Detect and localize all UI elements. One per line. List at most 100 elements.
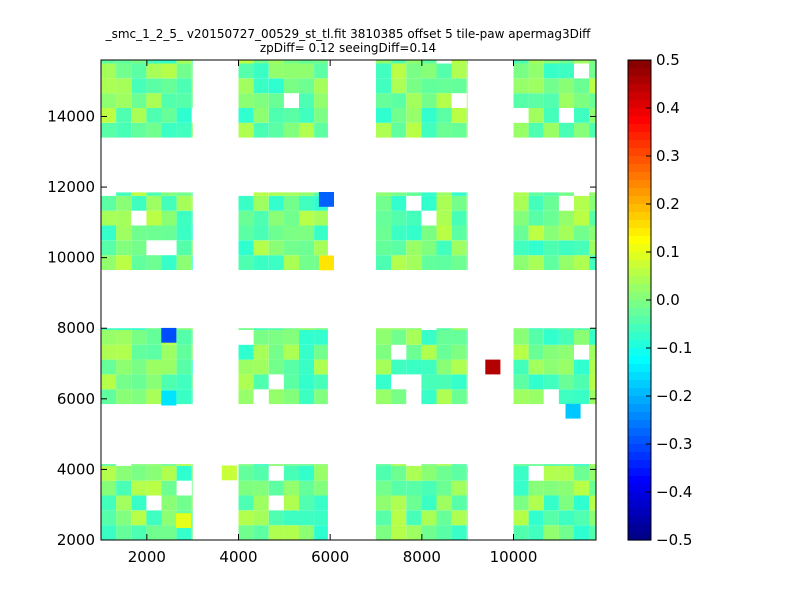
heatmap-cell — [589, 192, 596, 196]
heatmap-cell — [176, 344, 192, 360]
heatmap-cell — [238, 465, 254, 481]
colorbar-swatch — [628, 516, 651, 525]
heatmap-cell — [299, 78, 315, 94]
heatmap-cell — [253, 255, 269, 270]
heatmap-cell — [268, 330, 284, 345]
heatmap-cell — [101, 63, 117, 79]
heatmap-cell — [391, 328, 407, 330]
heatmap-cell — [466, 78, 468, 94]
heatmap-cell — [161, 344, 177, 360]
heatmap-cell — [528, 63, 544, 79]
heatmap-cell — [451, 495, 467, 511]
heatmap-cell — [238, 359, 254, 375]
heatmap-cell — [558, 465, 574, 481]
colorbar-swatch — [628, 308, 651, 317]
heatmap-cell — [589, 480, 596, 496]
heatmap-cell — [283, 108, 299, 123]
heatmap-cell — [131, 192, 147, 196]
heatmap-cell — [253, 63, 269, 79]
heatmap-cell — [466, 63, 468, 79]
heatmap-cell — [299, 480, 315, 496]
heatmap-cell — [116, 255, 132, 270]
heatmap-cell — [101, 122, 117, 138]
chart-title-line-1: _smc_1_2_5_ v20150727_00529_st_tl.fit 38… — [105, 27, 592, 41]
heatmap-cell — [543, 464, 559, 466]
heatmap-cell — [406, 93, 422, 108]
heatmap-cell — [238, 255, 254, 270]
heatmap-cell — [543, 374, 559, 390]
heatmap-cell — [191, 330, 193, 345]
heatmap-cell — [436, 240, 452, 256]
heatmap-cell — [146, 122, 162, 138]
heatmap-cell — [176, 525, 192, 540]
heatmap-cell — [161, 60, 177, 64]
heatmap-cell — [116, 359, 132, 375]
heatmap-cell — [131, 60, 147, 64]
colorbar-swatch — [628, 492, 651, 501]
heatmap-cell — [116, 195, 132, 211]
heatmap-cell — [146, 510, 162, 526]
heatmap-cell — [299, 510, 315, 526]
heatmap-cell — [116, 465, 132, 481]
y-tick-label: 2000 — [57, 531, 95, 549]
heatmap-cell — [268, 359, 284, 375]
colorbar-swatch — [628, 148, 651, 157]
heatmap-cell — [376, 195, 392, 211]
colorbar-swatch — [628, 92, 651, 101]
heatmap-cell — [513, 330, 529, 345]
heatmap-cell — [574, 122, 590, 138]
heatmap-cell — [161, 495, 177, 511]
heatmap-cell — [176, 328, 192, 330]
heatmap-cell — [528, 344, 544, 360]
heatmap-cell — [238, 374, 254, 390]
heatmap-cell — [253, 122, 269, 138]
heatmap-cell — [161, 510, 177, 526]
heatmap-cell — [176, 464, 192, 466]
colorbar-swatch — [628, 124, 651, 133]
heatmap-cell — [116, 93, 132, 108]
heatmap-cell — [376, 525, 392, 540]
heatmap-cell — [176, 78, 192, 94]
heatmap-cell — [283, 192, 299, 196]
colorbar-swatch — [628, 252, 651, 261]
heatmap-cell-notable — [318, 192, 334, 207]
heatmap-cell — [543, 225, 559, 241]
heatmap-cell — [299, 344, 315, 360]
heatmap-cell — [101, 195, 117, 211]
heatmap-cell — [574, 255, 590, 270]
heatmap-cell — [161, 122, 177, 138]
heatmap-cell — [466, 510, 468, 526]
heatmap-cell — [513, 122, 529, 138]
heatmap-cell — [191, 240, 193, 256]
heatmap-cell — [466, 389, 468, 405]
heatmap-cell — [436, 525, 452, 540]
heatmap-cell — [268, 210, 284, 226]
heatmap-cell — [589, 93, 596, 108]
heatmap-cell — [406, 108, 422, 123]
heatmap-cell — [376, 60, 392, 64]
colorbar-swatch — [628, 132, 651, 141]
colorbar-swatch — [628, 532, 651, 541]
heatmap-cell — [513, 192, 529, 196]
x-axis: 2000 4000 6000 8000 10000 — [128, 60, 537, 566]
heatmap-cell — [376, 192, 392, 196]
heatmap-cell — [558, 60, 574, 64]
heatmap-cell — [238, 389, 254, 405]
colorbar: 0.5 0.4 0.3 0.2 0.1 0.0 −0.1 −0.2 −0.3 −0.4 −0.5 — [627, 51, 692, 549]
heatmap-cell — [574, 389, 590, 405]
heatmap-cell — [466, 93, 468, 108]
colorbar-swatch — [628, 212, 651, 221]
heatmap-cell — [391, 495, 407, 511]
heatmap-cell — [528, 510, 544, 526]
heatmap-cell — [146, 210, 162, 226]
heatmap-cell — [268, 195, 284, 211]
heatmap-cell — [421, 255, 437, 270]
heatmap-cell — [391, 389, 407, 405]
heatmap-cell — [161, 108, 177, 123]
heatmap-cell — [466, 192, 468, 196]
heatmap-cell — [131, 480, 147, 496]
heatmap-cell — [238, 78, 254, 94]
heatmap-cell — [513, 525, 529, 540]
heatmap-cell — [406, 78, 422, 94]
